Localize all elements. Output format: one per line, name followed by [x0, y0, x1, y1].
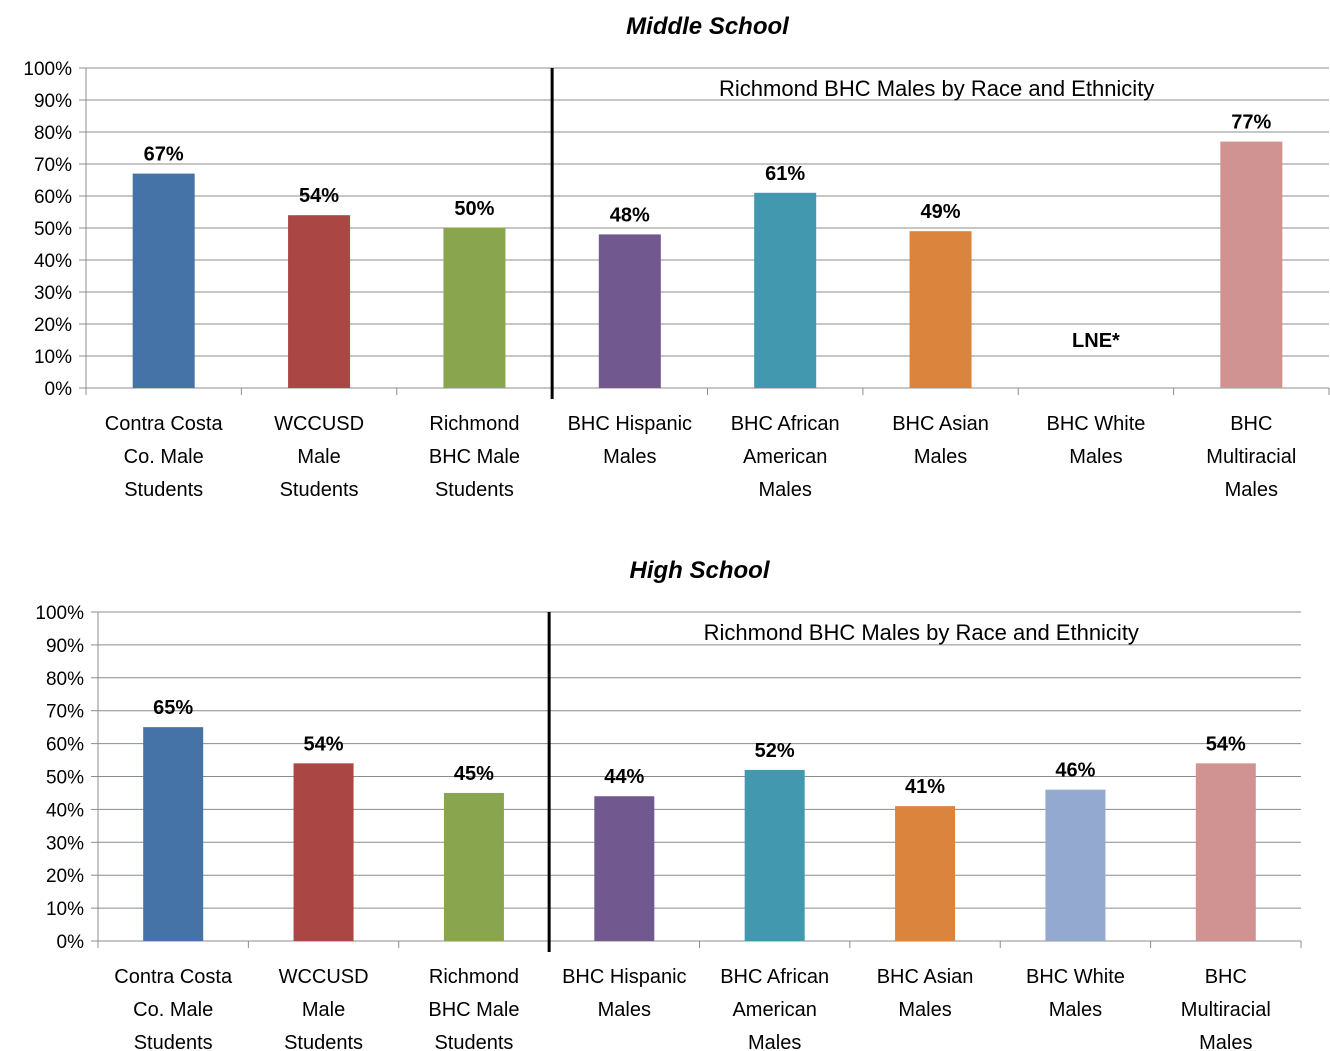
group-annotation: Richmond BHC Males by Race and Ethnicity [704, 620, 1139, 645]
y-tick-label: 80% [46, 669, 84, 690]
category-label: BHC African American Males [720, 966, 829, 1051]
y-tick-label: 70% [34, 155, 72, 176]
y-tick-label: 90% [34, 91, 72, 112]
bar [909, 231, 972, 388]
data-label: 45% [454, 763, 494, 785]
data-label: 54% [304, 733, 344, 755]
y-tick-label: 20% [46, 866, 84, 887]
data-label: 65% [153, 697, 193, 719]
bar [895, 806, 956, 941]
y-tick-label: 50% [34, 219, 72, 240]
data-label: 48% [610, 204, 650, 226]
data-label: 46% [1055, 760, 1095, 782]
data-label: 41% [905, 776, 945, 798]
bar [143, 727, 204, 941]
category-label: BHC White Males [1026, 966, 1125, 1021]
group-annotation: Richmond BHC Males by Race and Ethnicity [719, 76, 1154, 101]
bar [1195, 763, 1256, 941]
data-label: 49% [921, 201, 961, 223]
chart-title: Middle School [626, 13, 790, 40]
category-label: WCCUSD Male Students [274, 413, 364, 501]
data-label: 61% [765, 163, 805, 185]
data-label: 52% [755, 740, 795, 762]
data-label: LNE* [1072, 330, 1120, 352]
chart-title: High School [630, 557, 771, 584]
category-label: BHC Asian Males [877, 966, 974, 1021]
bar [132, 173, 195, 388]
y-tick-label: 10% [34, 347, 72, 368]
y-tick-label: 80% [34, 123, 72, 144]
bar [594, 796, 655, 941]
data-label: 50% [454, 198, 494, 220]
category-label: BHC African American Males [731, 413, 840, 501]
category-label: BHC White Males [1046, 413, 1145, 468]
y-tick-label: 0% [45, 379, 73, 400]
category-label: BHC Multiracial Males [1206, 413, 1296, 501]
y-tick-label: 30% [34, 283, 72, 304]
bar [443, 228, 506, 388]
category-label: Contra Costa Co. Male Students [114, 966, 233, 1051]
data-label: 54% [1206, 733, 1246, 755]
bar [293, 763, 354, 941]
bar [443, 792, 504, 941]
y-tick-label: 60% [46, 735, 84, 756]
category-label: BHC Multiracial Males [1181, 966, 1271, 1051]
y-tick-label: 90% [46, 636, 84, 657]
y-tick-label: 40% [46, 800, 84, 821]
bar [754, 192, 817, 388]
y-tick-label: 60% [34, 187, 72, 208]
data-label: 54% [299, 185, 339, 207]
bar [1220, 141, 1283, 388]
y-tick-label: 40% [34, 251, 72, 272]
data-label: 67% [144, 144, 184, 166]
y-tick-label: 0% [57, 932, 85, 953]
y-tick-label: 30% [46, 833, 84, 854]
high-school-chart: High School 0% 10% 20% 30% 40% 50% 60% 70% 80% 90%… [35, 557, 1302, 1051]
y-tick-label: 20% [34, 315, 72, 336]
data-label: 44% [604, 766, 644, 788]
y-tick-label: 100% [23, 59, 72, 80]
bar [744, 769, 805, 941]
y-tick-label: 10% [46, 899, 84, 920]
bar [598, 234, 661, 388]
category-label: BHC Asian Males [892, 413, 989, 468]
category-label: WCCUSD Male Students [279, 966, 369, 1051]
data-label: 77% [1231, 112, 1271, 134]
category-label: Contra Costa Co. Male Students [105, 413, 224, 501]
middle-school-chart: Middle School 0% 10% 20% 30% 40% 50% 60% 70% 80% 9… [23, 13, 1330, 501]
y-tick-label: 70% [46, 702, 84, 723]
category-label: Richmond BHC Male Students [429, 413, 520, 501]
category-label: BHC Hispanic Males [562, 966, 686, 1021]
bar [288, 215, 351, 388]
category-label: Richmond BHC Male Students [428, 966, 519, 1051]
y-tick-label: 50% [46, 768, 84, 789]
y-tick-label: 100% [35, 603, 84, 624]
bar [1045, 789, 1106, 941]
category-label: BHC Hispanic Males [568, 413, 692, 468]
